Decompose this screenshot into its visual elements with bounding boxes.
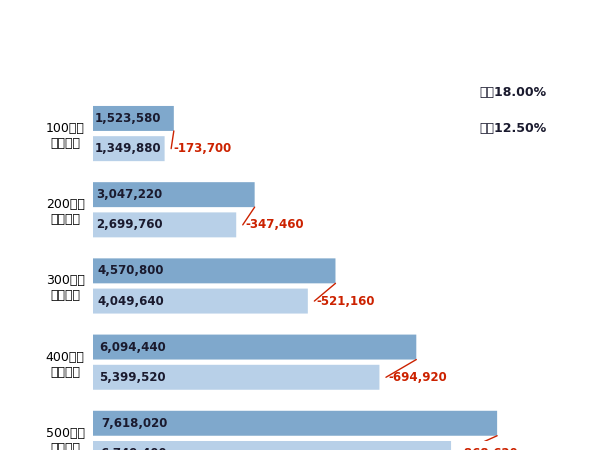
Text: 金利（年利）18.00%から12.50%へ: 金利（年利）18.00%から12.50%へ <box>181 15 419 33</box>
Text: 4,570,800: 4,570,800 <box>98 264 164 277</box>
FancyBboxPatch shape <box>93 365 379 390</box>
Text: 金利18.00%: 金利18.00% <box>479 86 547 99</box>
Text: -173,700: -173,700 <box>173 142 232 155</box>
Text: 4,049,640: 4,049,640 <box>97 295 164 307</box>
Text: 1,349,880: 1,349,880 <box>94 142 161 155</box>
FancyBboxPatch shape <box>93 411 497 436</box>
FancyBboxPatch shape <box>93 335 416 360</box>
FancyBboxPatch shape <box>93 258 335 284</box>
Text: 6,749,400: 6,749,400 <box>100 447 167 450</box>
Text: 3,047,220: 3,047,220 <box>96 188 163 201</box>
Text: -694,920: -694,920 <box>388 371 447 384</box>
FancyBboxPatch shape <box>93 136 164 161</box>
Text: 2,699,760: 2,699,760 <box>96 218 163 231</box>
FancyBboxPatch shape <box>93 106 174 131</box>
FancyBboxPatch shape <box>93 441 451 450</box>
Text: -868,620: -868,620 <box>460 447 518 450</box>
Text: 7,618,020: 7,618,020 <box>101 417 167 430</box>
Text: 借り換えた場合のシミュレーション（5年・60回で完済）: 借り換えた場合のシミュレーション（5年・60回で完済） <box>179 48 421 63</box>
Text: 金利12.50%: 金利12.50% <box>479 122 547 135</box>
Text: 5,399,520: 5,399,520 <box>99 371 166 384</box>
Text: -521,160: -521,160 <box>317 295 375 307</box>
Text: 6,094,440: 6,094,440 <box>100 341 166 354</box>
FancyBboxPatch shape <box>93 288 308 314</box>
FancyBboxPatch shape <box>93 212 236 237</box>
Text: -347,460: -347,460 <box>245 218 304 231</box>
Text: 1,523,580: 1,523,580 <box>95 112 161 125</box>
FancyBboxPatch shape <box>93 182 254 207</box>
